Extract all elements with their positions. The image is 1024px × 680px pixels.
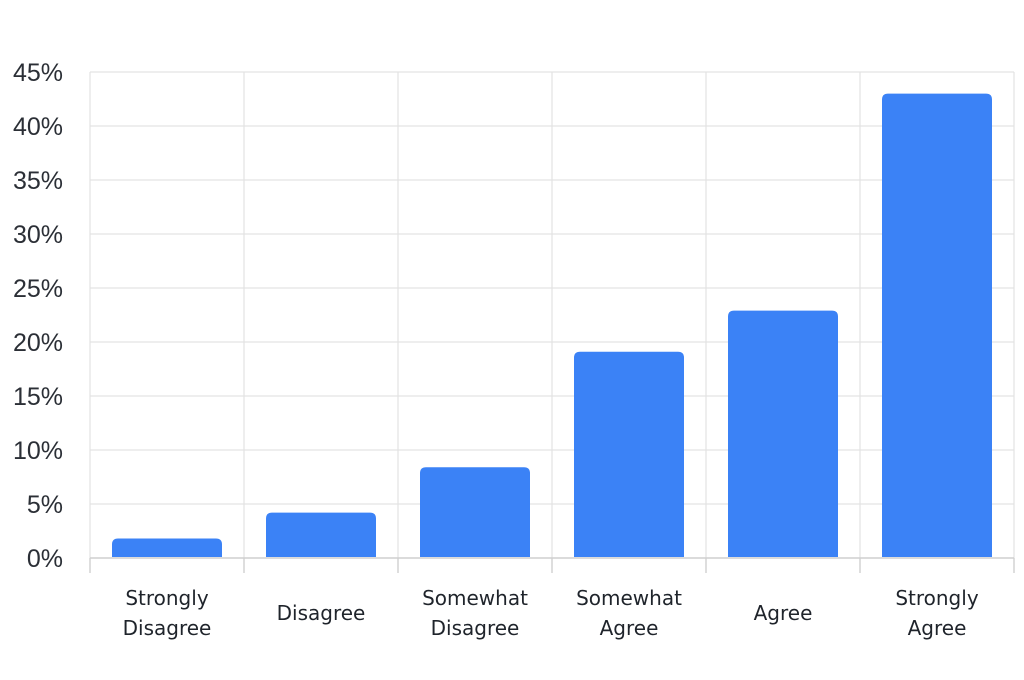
x-tick-label: Strongly <box>895 586 978 610</box>
bar <box>420 467 530 557</box>
y-tick-label: 20% <box>13 329 63 357</box>
y-tick-label: 0% <box>27 545 63 573</box>
bar <box>882 93 992 557</box>
y-tick-label: 5% <box>27 491 63 519</box>
x-tick-label: Disagree <box>431 616 520 640</box>
x-tick-label: Disagree <box>277 601 366 625</box>
bar <box>266 512 376 557</box>
grid-layer <box>89 71 1015 558</box>
x-tick-label: Somewhat <box>576 586 682 610</box>
bar <box>574 351 684 557</box>
bar <box>112 538 222 557</box>
y-tick-label: 25% <box>13 275 63 303</box>
x-tick-label: Disagree <box>123 616 212 640</box>
y-tick-label: 15% <box>13 383 63 411</box>
axis-layer <box>89 557 1015 573</box>
y-tick-label: 45% <box>13 59 63 87</box>
bar <box>728 310 838 557</box>
x-tick-label: Agree <box>908 616 967 640</box>
y-tick-label: 30% <box>13 221 63 249</box>
bars-layer <box>112 93 992 557</box>
x-tick-label: Somewhat <box>422 586 528 610</box>
y-tick-label: 10% <box>13 437 63 465</box>
x-tick-label: Agree <box>600 616 659 640</box>
labels-layer: 0% 5% 10% 15% 20% 25% 30% 35% 40% 45% Strongly Disa… <box>13 59 979 640</box>
y-tick-label: 35% <box>13 167 63 195</box>
x-tick-label: Agree <box>754 601 813 625</box>
y-tick-label: 40% <box>13 113 63 141</box>
x-tick-label: Strongly <box>125 586 208 610</box>
